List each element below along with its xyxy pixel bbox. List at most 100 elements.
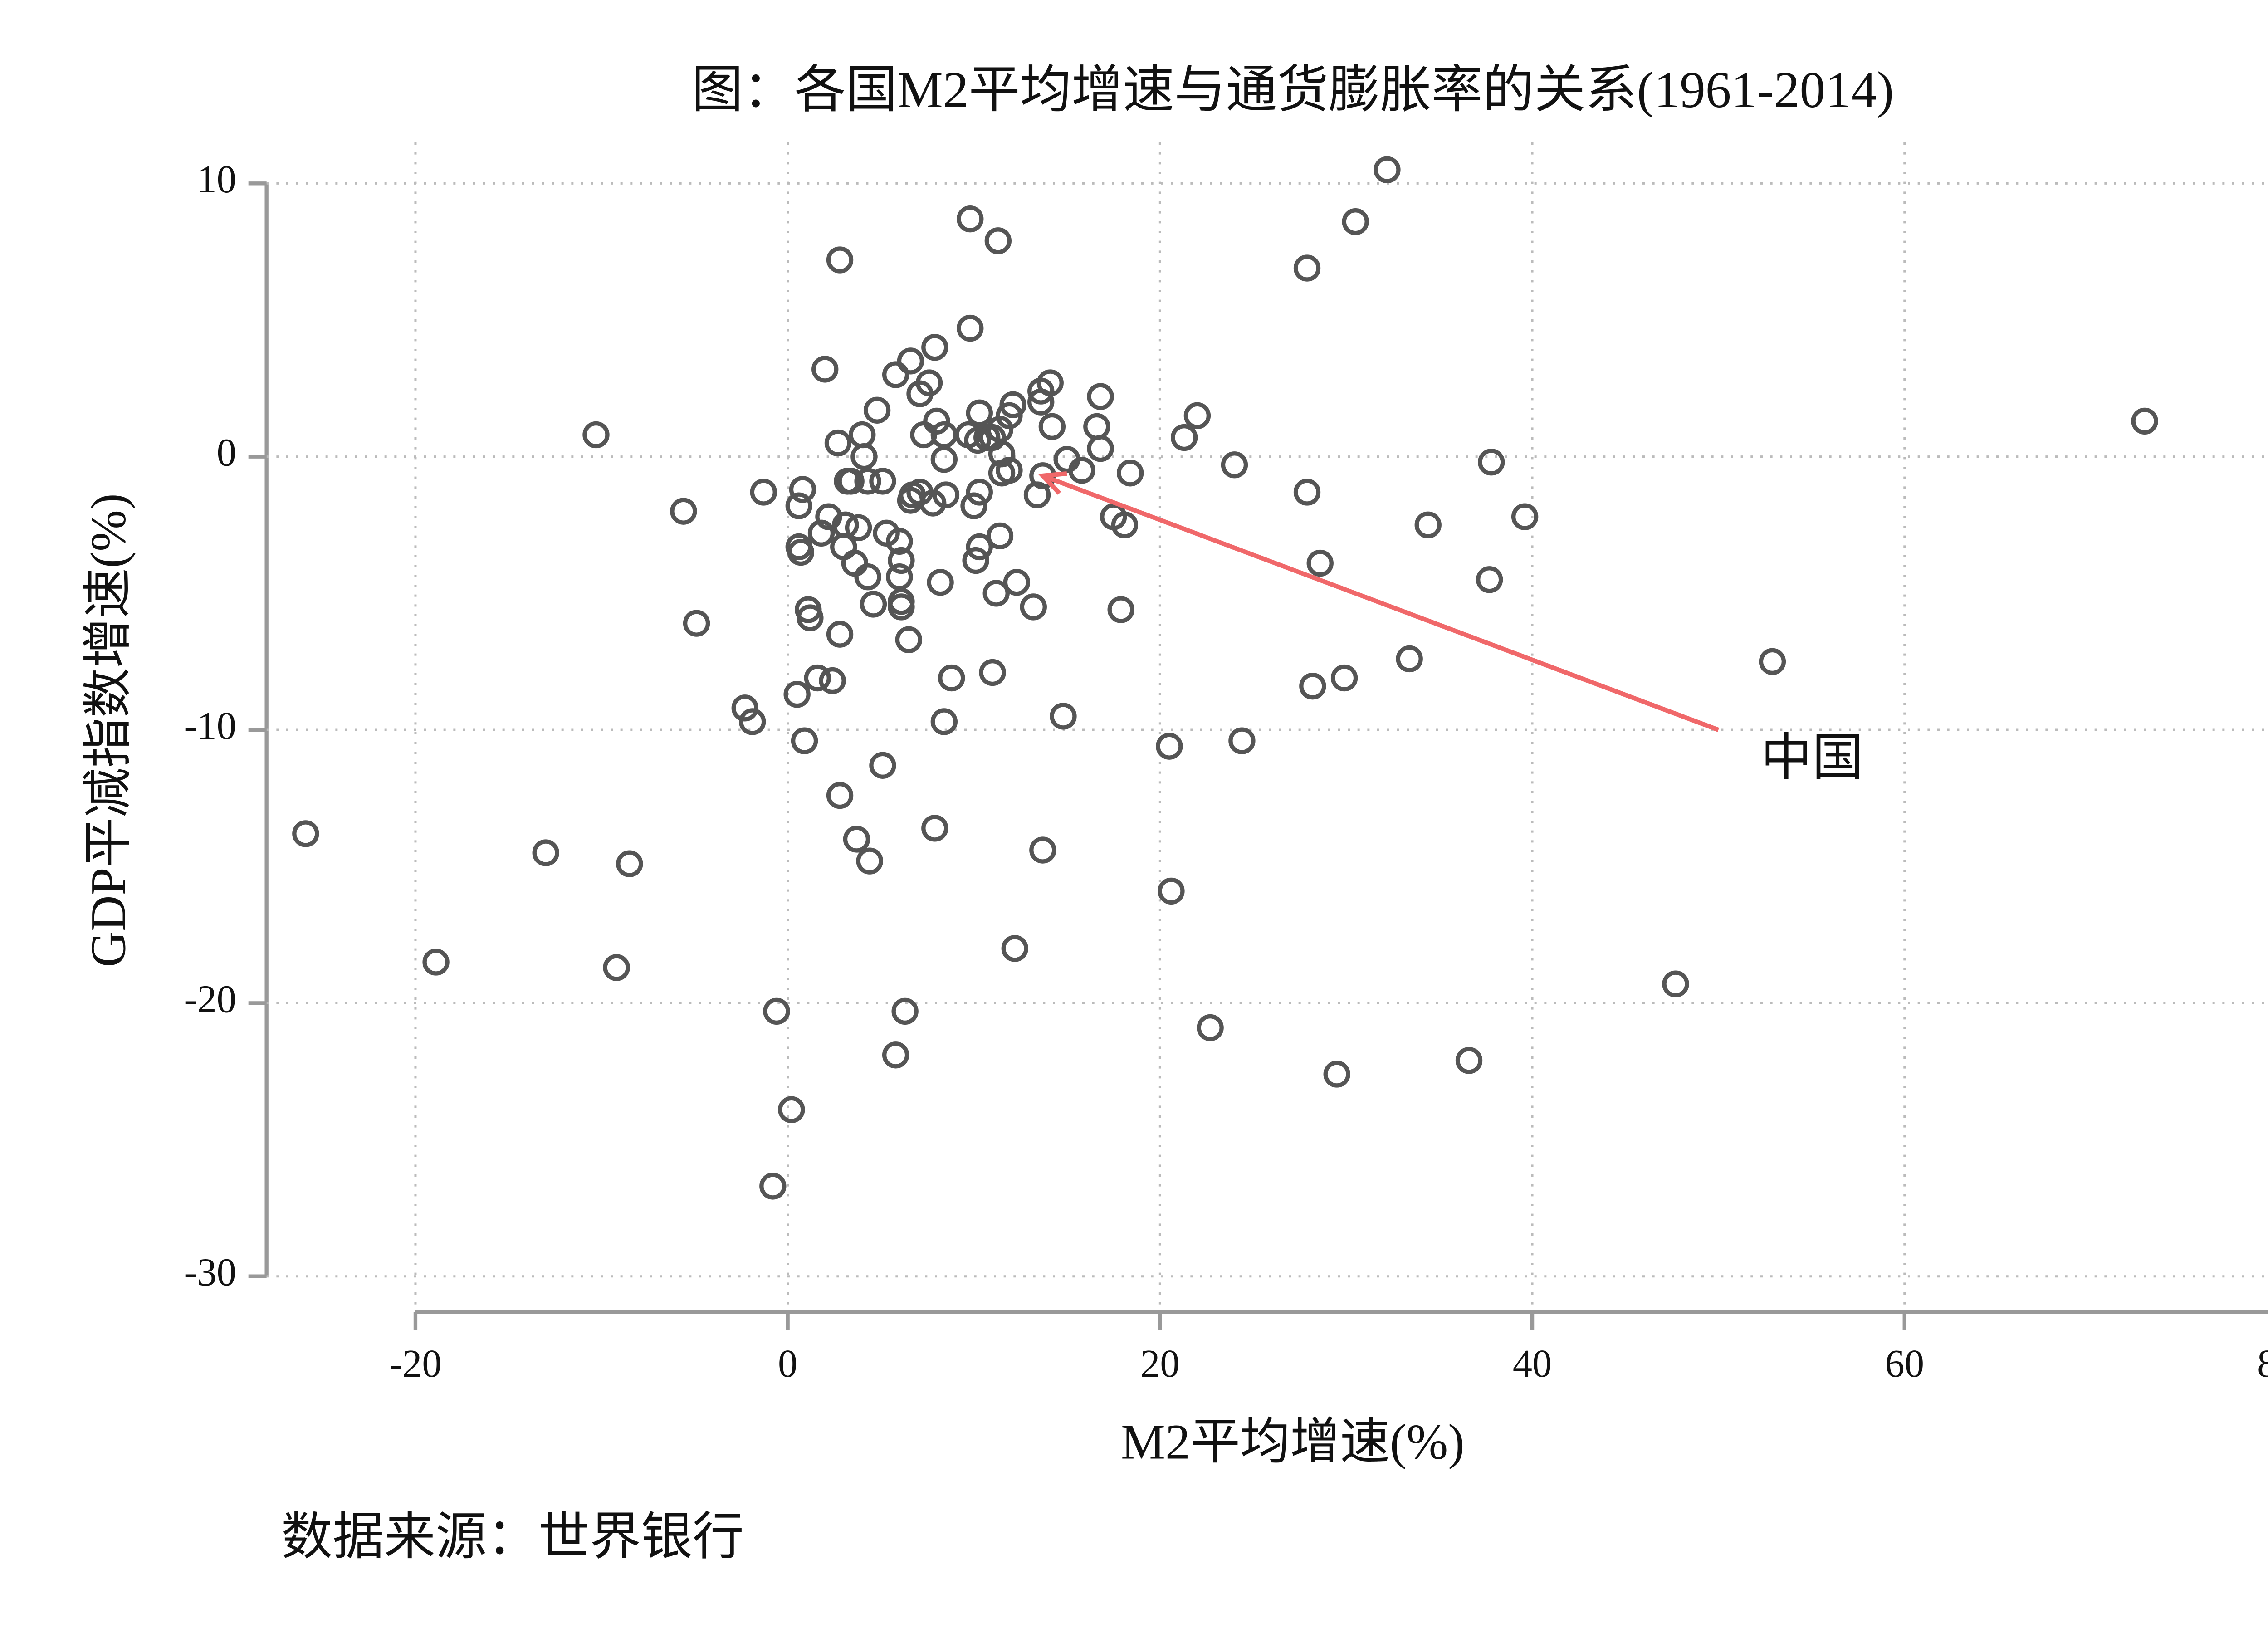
scatter-point [897,347,924,375]
scatter-point [869,752,896,779]
y-tick-label: -30 [184,1251,236,1294]
scatter-point [1293,479,1321,506]
scatter-point [1036,369,1064,396]
scatter-point [1374,156,1401,183]
scatter-point [856,847,883,875]
scatter-point [807,519,835,547]
scatter-point [797,604,824,631]
scatter-point [860,591,887,618]
scatter-point [1228,727,1256,754]
scatter-point [1759,648,1786,675]
scatter-point [1306,549,1334,577]
scatter-point [1001,935,1028,962]
scatter-point [1511,503,1539,530]
scatter-point [960,492,987,519]
scatter-point [1029,836,1056,864]
scatter-point [1083,413,1110,440]
annotation-arrow [1042,474,1720,732]
scatter-point [849,421,876,449]
scatter-point [1455,1047,1483,1074]
scatter-point [1396,645,1423,673]
scatter-point [791,727,818,754]
scatter-point [854,563,881,591]
x-tick-label: 60 [1885,1342,1924,1385]
scatter-point [843,826,870,853]
scatter-point [930,446,958,473]
scatter-point [930,708,958,735]
scatter-point [932,481,960,508]
scatter-point [886,528,913,555]
scatter-point [1323,1061,1350,1088]
scatter-point [1476,566,1503,593]
scatter-point [957,314,984,342]
arrow-head [1038,471,1067,495]
y-axis-title: GDP平减指数增速(%) [80,494,136,968]
scatter-point [1111,511,1139,538]
scatter-point [789,476,816,503]
scatter-point [938,664,965,692]
annotation-label: 中国 [1761,729,1864,786]
scatter-point [915,369,943,396]
scatter-point [603,954,630,981]
scatter-point [888,547,915,574]
scatter-point [1158,877,1185,905]
scatter-point [837,468,865,495]
scatter-point [1050,703,1077,730]
scatter-point [882,361,909,388]
scatter-point [1183,402,1211,430]
scatter-point [984,227,1012,254]
scatter-point [826,246,854,274]
scatter-point [921,815,948,842]
scatter-point [854,468,881,495]
scatter-point [966,399,993,426]
scatter-point [739,708,766,735]
x-tick-label: 20 [1140,1342,1180,1385]
scatter-point [999,391,1026,418]
scatter-point [1107,596,1134,623]
scatter-point [982,580,1010,607]
scatter-point [962,547,989,574]
scatter-point [845,514,872,541]
scatter-point [1087,383,1114,410]
scatter-point [763,997,790,1025]
scatter-point [683,610,710,637]
scatter-point [986,522,1014,550]
scatter-point [826,782,854,809]
scatter-point [785,492,812,519]
y-tick-label: 0 [217,431,236,474]
scatter-point [731,694,758,722]
scatter-point [966,533,993,561]
scatter-point [1020,593,1047,621]
scatter-point [750,479,777,506]
scatter-point [966,479,993,506]
scatter-point [1414,511,1442,538]
scatter-point [1342,208,1369,235]
x-tick-label: 0 [778,1342,797,1385]
scatter-point [670,498,697,525]
scatter-point [1330,664,1358,692]
scatter-point [616,850,643,877]
x-tick-label: -20 [389,1342,442,1385]
x-tick-label: 80 [2257,1342,2268,1385]
scatter-point [921,334,948,361]
scatter-point [582,421,610,449]
scatter-point [888,593,915,621]
scatter-point [882,1041,909,1069]
scatter-point [2131,407,2158,435]
scatter-point [804,664,831,692]
scatter-point [783,681,811,708]
scatter-point [850,443,878,470]
y-tick-label: -20 [184,977,236,1021]
scatter-point [923,407,950,435]
scatter-point [996,457,1023,484]
chart-title: 图：各国M2平均增速与通货膨胀率的关系(1961-2014) [692,61,1894,118]
scatter-point [422,949,450,976]
scatter-point [811,356,839,383]
scatter-point [1087,435,1114,462]
scatter-point [841,549,869,577]
scatter-point [1171,424,1198,451]
x-axis-title: M2平均增速(%) [1121,1414,1465,1469]
scatter-point [532,839,559,866]
scatter-point [1221,451,1248,479]
